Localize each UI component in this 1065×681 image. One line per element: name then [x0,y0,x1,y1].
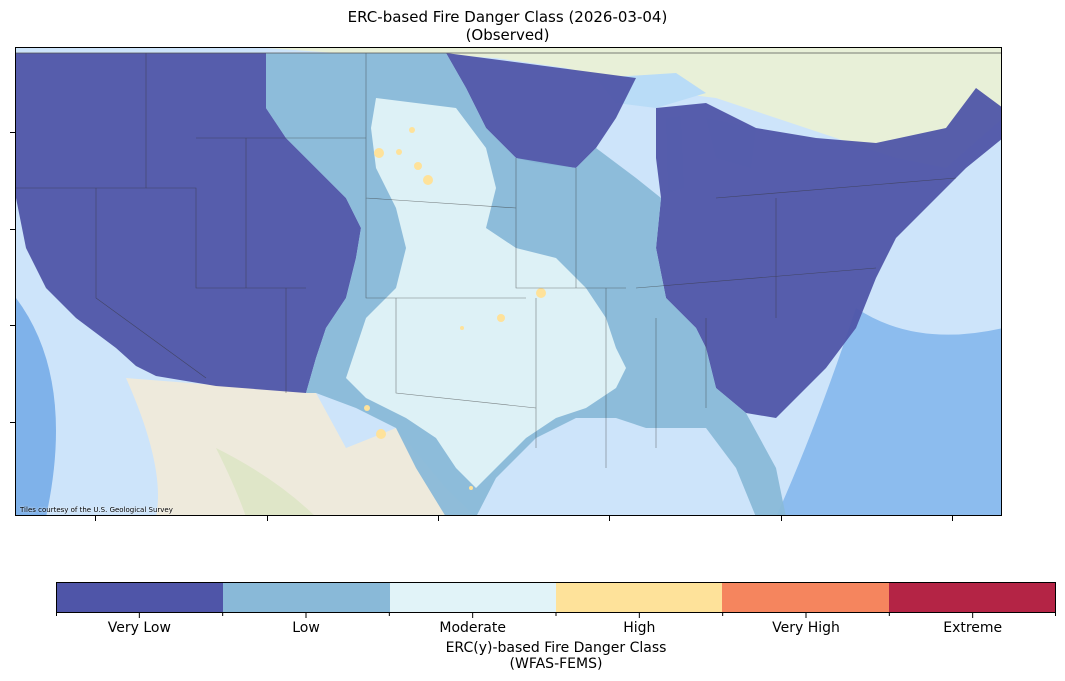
title-line-2: (Observed) [465,26,550,44]
colorbar-segment-moderate [389,583,556,612]
colorbar-segment-very-high [722,583,889,612]
atlantic-deep [776,308,1001,515]
colorbar-labels: Very Low Low Moderate High Very High Extreme [56,620,1056,636]
x-tick [438,516,439,521]
colorbar [56,582,1056,613]
colorbar-label: Low [292,620,320,636]
colorbar-label: High [623,620,656,636]
x-tick [952,516,953,521]
colorbar-title-line-2: (WFAS-FEMS) [509,656,603,672]
x-tick [95,516,96,521]
class-very-low-east [656,88,1001,418]
pacific-deep [16,298,56,515]
title-line-1: ERC-based Fire Danger Class (2026-03-04) [347,8,668,26]
class-moderate [346,98,626,488]
colorbar-segment-extreme [888,583,1055,612]
x-tick [609,516,610,521]
colorbar-label: Moderate [439,620,506,636]
state-boundaries [16,53,957,468]
colorbar-label: Extreme [943,620,1003,636]
y-tick [10,325,15,326]
colorbar-title: ERC(y)-based Fire Danger Class (WFAS-FEM… [56,640,1056,672]
colorbar-label: Very High [772,620,840,636]
colorbar-segment-low [223,583,390,612]
y-tick [10,229,15,230]
colorbar-title-line-1: ERC(y)-based Fire Danger Class [445,640,667,656]
mexico-land [126,378,474,515]
colorbar-ticks [56,613,1056,618]
canada-land [266,48,1001,168]
chart-title: ERC-based Fire Danger Class (2026-03-04)… [0,8,1015,44]
colorbar-label: Very Low [107,620,171,636]
map-panel[interactable]: Tiles courtesy of the U.S. Geological Su… [15,47,1002,516]
colorbar-segment-very-low [57,583,224,612]
x-tick [781,516,782,521]
y-tick [10,422,15,423]
mexico-highlands [216,448,314,515]
fire-danger-map [16,48,1001,515]
x-tick [267,516,268,521]
class-high-spots [364,127,546,490]
map-attribution: Tiles courtesy of the U.S. Geological Su… [20,506,173,514]
class-very-low-north [446,53,636,168]
colorbar-segment-high [555,583,723,612]
y-tick [10,132,15,133]
